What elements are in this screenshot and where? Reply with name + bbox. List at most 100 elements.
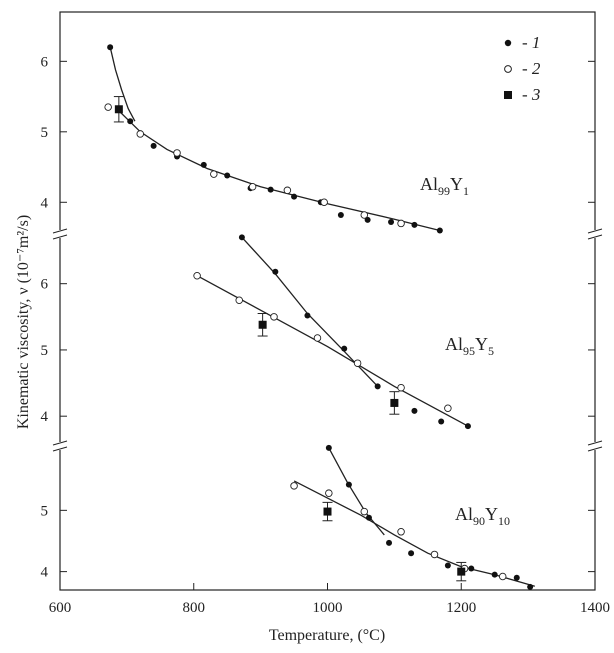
fit-line (119, 111, 440, 232)
data-point-series-1 (444, 562, 451, 569)
y-axis: 4 5 6 4 5 6 4 5 (41, 54, 595, 581)
data-point-series-1 (513, 574, 520, 581)
data-point-series-2 (325, 489, 333, 497)
data-point-series-1 (438, 418, 445, 425)
data-point-series-1 (388, 219, 395, 226)
data-point-series-1 (386, 539, 393, 546)
data-point-series-1 (374, 383, 381, 390)
legend: - 1 - 2 - 3 (504, 33, 541, 104)
data-point-series-2 (430, 550, 439, 559)
data-point-series-1 (224, 172, 231, 179)
data-point-series-3 (323, 507, 332, 516)
data-point-series-2 (270, 313, 278, 321)
x-tick-label: 1000 (313, 600, 343, 616)
x-tick-label: 1400 (580, 600, 610, 616)
data-point-series-1 (150, 142, 157, 149)
panel-label: Al99Y1 (420, 174, 469, 198)
data-point-series-1 (364, 216, 371, 223)
data-point-series-1 (200, 161, 207, 168)
axis-break-mark (587, 234, 603, 240)
legend-marker-filled-square (504, 91, 512, 99)
data-point-series-2 (235, 296, 243, 305)
y-tick-label: 5 (41, 343, 49, 359)
data-point-series-1 (341, 345, 348, 352)
axis-break-mark (587, 446, 603, 452)
data-point-series-2 (313, 334, 322, 342)
data-point-series-2 (193, 271, 201, 280)
data-point-series-2 (498, 572, 507, 581)
y-tick-label: 4 (41, 195, 49, 211)
data-point-series-1 (408, 550, 415, 557)
data-point-series-1 (468, 565, 475, 572)
data-point-series-1 (345, 481, 352, 488)
data-point-series-1 (272, 268, 279, 275)
data-point-series-2 (136, 130, 144, 138)
x-axis-label: Temperature, (°C) (269, 627, 385, 644)
data-point-series-1 (304, 312, 311, 319)
data-point-series-1 (491, 571, 498, 578)
data-point-series-1 (365, 514, 372, 521)
data-point-series-3 (390, 398, 399, 407)
axis-break-gap (54, 230, 66, 238)
data-point-series-2 (210, 170, 218, 178)
data-point-series-2 (360, 507, 369, 516)
y-tick-label: 4 (41, 565, 49, 581)
data-point-series-2 (248, 183, 257, 191)
x-axis: 600 800 1000 1200 1400 (49, 583, 610, 616)
data-point-series-1 (411, 407, 418, 414)
panel-2: Al95Y5 (193, 234, 494, 430)
y-axis-label: Kinematic viscosity, ν (10⁻⁷m²/s) (15, 215, 32, 429)
legend-label: - 3 (522, 85, 540, 104)
data-point-series-1 (411, 221, 418, 228)
data-point-series-1 (337, 211, 344, 218)
axis-break-gap (589, 442, 601, 450)
fit-line (109, 47, 136, 122)
y-tick-label: 5 (41, 503, 49, 519)
data-point-series-1 (436, 227, 443, 234)
data-point-series-1 (527, 583, 534, 590)
data-point-series-3 (258, 320, 267, 329)
data-point-series-2 (397, 383, 405, 392)
y-tick-label: 4 (41, 409, 49, 425)
data-point-series-2 (397, 219, 405, 228)
x-tick-label: 1200 (446, 600, 476, 616)
panel-1: Al99Y1 (104, 44, 469, 234)
legend-marker-open-circle (504, 65, 512, 73)
axis-break-mark (587, 440, 603, 446)
legend-marker-filled-circle (504, 39, 512, 47)
y-tick-label: 6 (41, 277, 49, 293)
data-point-series-2 (320, 198, 328, 207)
panel-3: Al90Y10 (290, 444, 535, 590)
chart-panels: Al99Y1 Al95Y5 Al90Y10 (104, 44, 535, 590)
y-tick-label: 6 (41, 54, 49, 70)
axis-break-gap (54, 442, 66, 450)
data-point-series-1 (238, 234, 245, 241)
data-point-series-1 (267, 186, 274, 193)
axis-break-mark (52, 440, 68, 446)
axis-break-mark (52, 228, 68, 234)
data-point-series-2 (360, 211, 369, 219)
panel-label: Al90Y10 (455, 504, 510, 528)
panel-label: Al95Y5 (445, 334, 494, 358)
x-tick-label: 600 (49, 600, 72, 616)
data-point-series-2 (173, 149, 181, 157)
axis-break-mark (587, 228, 603, 234)
x-tick-label: 800 (183, 600, 206, 616)
fit-line (328, 447, 385, 536)
data-point-series-1 (127, 118, 134, 125)
data-point-series-3 (457, 567, 466, 576)
data-point-series-2 (290, 482, 298, 490)
data-point-series-1 (291, 193, 298, 200)
data-point-series-1 (325, 444, 332, 451)
data-point-series-1 (107, 44, 114, 51)
data-point-series-1 (464, 423, 471, 430)
axis-break-mark (52, 446, 68, 452)
legend-label: - 2 (522, 59, 541, 78)
axis-break-gap (589, 230, 601, 238)
data-point-series-2 (104, 103, 112, 111)
data-point-series-2 (444, 404, 452, 412)
data-point-series-2 (397, 528, 405, 536)
axis-break-mark (52, 234, 68, 240)
data-point-series-2 (283, 186, 292, 195)
